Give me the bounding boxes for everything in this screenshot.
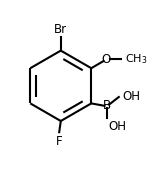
- Text: CH$_3$: CH$_3$: [125, 53, 147, 66]
- Text: B: B: [103, 99, 111, 112]
- Text: F: F: [56, 135, 63, 148]
- Text: O: O: [102, 53, 111, 66]
- Text: OH: OH: [123, 90, 140, 103]
- Text: OH: OH: [108, 120, 126, 133]
- Text: Br: Br: [54, 23, 67, 36]
